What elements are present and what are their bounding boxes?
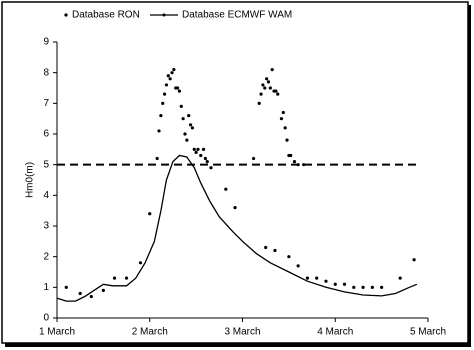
- ron-point: [370, 285, 374, 289]
- ron-point: [261, 83, 265, 87]
- ron-point: [281, 110, 285, 115]
- ron-point: [164, 83, 169, 87]
- ron-point: [274, 89, 278, 93]
- legend-label: Database RON: [72, 10, 140, 21]
- ron-point: [252, 156, 256, 161]
- ron-point: [188, 123, 193, 127]
- y-tick-label: 5: [43, 159, 49, 170]
- ron-point: [285, 138, 289, 142]
- ron-point: [273, 248, 277, 253]
- ron-point: [257, 101, 261, 105]
- ron-point: [276, 92, 280, 96]
- x-tick-label: 3 March: [224, 327, 260, 338]
- ron-point: [199, 153, 203, 158]
- legend-label: Database ECMWF WAM: [182, 10, 292, 21]
- legend-marker: [162, 13, 166, 17]
- y-tick-label: 7: [43, 98, 49, 109]
- legend-marker: [64, 13, 68, 17]
- ron-point: [270, 68, 274, 72]
- y-tick-label: 2: [43, 251, 49, 262]
- ron-point: [266, 80, 271, 84]
- wam-line: [56, 154, 418, 302]
- ron-point: [155, 156, 159, 161]
- ron-point: [159, 114, 163, 118]
- ron-point: [209, 166, 213, 170]
- ron-point: [166, 74, 170, 78]
- ron-point: [78, 291, 82, 296]
- y-axis-label: Hm0(m): [25, 162, 36, 198]
- ron-point: [192, 147, 196, 151]
- ron-point: [398, 276, 402, 280]
- ron-point: [183, 132, 187, 136]
- ron-point: [352, 285, 356, 289]
- ron-point: [315, 276, 319, 280]
- ron-point: [64, 285, 68, 289]
- ron-point: [205, 160, 209, 164]
- ron-point: [124, 276, 129, 280]
- ron-point: [187, 114, 191, 118]
- ron-point: [112, 276, 117, 280]
- ron-point: [412, 258, 416, 262]
- ron-point: [287, 255, 291, 259]
- ron-point: [201, 147, 206, 151]
- ron-point: [361, 285, 365, 289]
- ron-point: [296, 264, 300, 268]
- ron-point: [259, 92, 263, 96]
- ron-point: [203, 156, 207, 161]
- ron-point: [89, 294, 93, 299]
- ron-point: [161, 101, 165, 105]
- y-tick-label: 3: [43, 221, 49, 232]
- ron-point: [324, 279, 328, 283]
- ron-point: [265, 77, 269, 81]
- frame: [1, 1, 469, 344]
- ron-point: [380, 285, 384, 289]
- y-tick-label: 8: [43, 67, 49, 78]
- ron-point: [305, 276, 310, 280]
- ron-point: [168, 77, 172, 81]
- ron-point: [224, 187, 228, 191]
- ron-point: [170, 71, 174, 75]
- ron-point: [289, 153, 293, 158]
- ron-point: [263, 86, 267, 90]
- ron-point: [157, 129, 161, 133]
- y-tick-label: 4: [43, 190, 49, 201]
- y-tick-label: 6: [43, 129, 49, 140]
- x-tick-label: 4 March: [317, 327, 353, 338]
- ron-point: [279, 117, 284, 121]
- x-tick-label: 5 March: [410, 327, 446, 338]
- x-tick-label: 1 March: [39, 327, 75, 338]
- ron-point: [138, 261, 143, 265]
- ron-point: [101, 288, 105, 292]
- ron-point: [177, 89, 182, 93]
- ron-point: [162, 92, 167, 96]
- ron-point: [185, 138, 189, 142]
- ron-point: [148, 212, 152, 216]
- ron-point: [302, 163, 306, 167]
- ron-point: [181, 117, 185, 121]
- ron-point: [296, 163, 300, 167]
- y-tick-label: 0: [43, 313, 49, 324]
- ron-point: [194, 150, 198, 154]
- ron-point: [233, 206, 237, 210]
- ron-point: [268, 86, 272, 90]
- ron-point: [264, 245, 268, 250]
- ron-point: [283, 126, 287, 130]
- ron-point: [292, 160, 297, 164]
- ron-point: [175, 86, 180, 90]
- ron-point: [172, 68, 176, 72]
- ron-point: [179, 104, 183, 108]
- x-tick-label: 2 March: [132, 327, 168, 338]
- ron-point: [196, 147, 200, 151]
- ron-point: [190, 126, 195, 130]
- y-tick-label: 1: [43, 282, 49, 293]
- ron-point: [342, 282, 347, 286]
- ron-point: [333, 282, 337, 286]
- y-tick-label: 9: [43, 37, 49, 48]
